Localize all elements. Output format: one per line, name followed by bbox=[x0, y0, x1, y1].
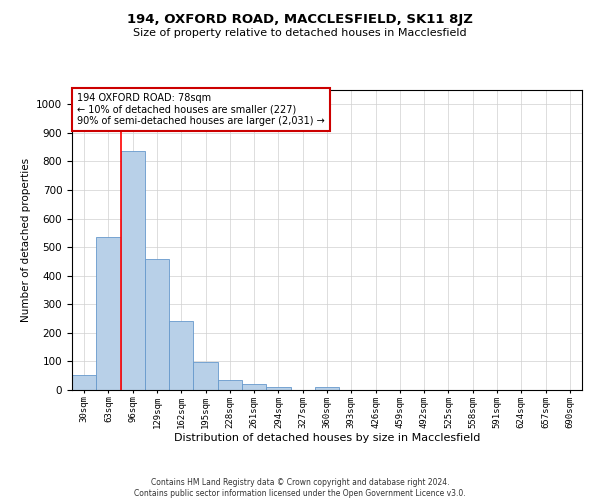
Text: 194 OXFORD ROAD: 78sqm
← 10% of detached houses are smaller (227)
90% of semi-de: 194 OXFORD ROAD: 78sqm ← 10% of detached… bbox=[77, 93, 325, 126]
Y-axis label: Number of detached properties: Number of detached properties bbox=[20, 158, 31, 322]
Bar bbox=[145, 260, 169, 390]
Text: Contains HM Land Registry data © Crown copyright and database right 2024.
Contai: Contains HM Land Registry data © Crown c… bbox=[134, 478, 466, 498]
Text: 194, OXFORD ROAD, MACCLESFIELD, SK11 8JZ: 194, OXFORD ROAD, MACCLESFIELD, SK11 8JZ bbox=[127, 12, 473, 26]
Bar bbox=[242, 384, 266, 390]
Bar bbox=[169, 320, 193, 390]
Bar bbox=[72, 375, 96, 390]
Bar bbox=[96, 237, 121, 390]
Text: Size of property relative to detached houses in Macclesfield: Size of property relative to detached ho… bbox=[133, 28, 467, 38]
Bar bbox=[121, 152, 145, 390]
Bar bbox=[218, 380, 242, 390]
Bar bbox=[315, 386, 339, 390]
Bar bbox=[266, 386, 290, 390]
Bar bbox=[193, 362, 218, 390]
X-axis label: Distribution of detached houses by size in Macclesfield: Distribution of detached houses by size … bbox=[174, 434, 480, 444]
